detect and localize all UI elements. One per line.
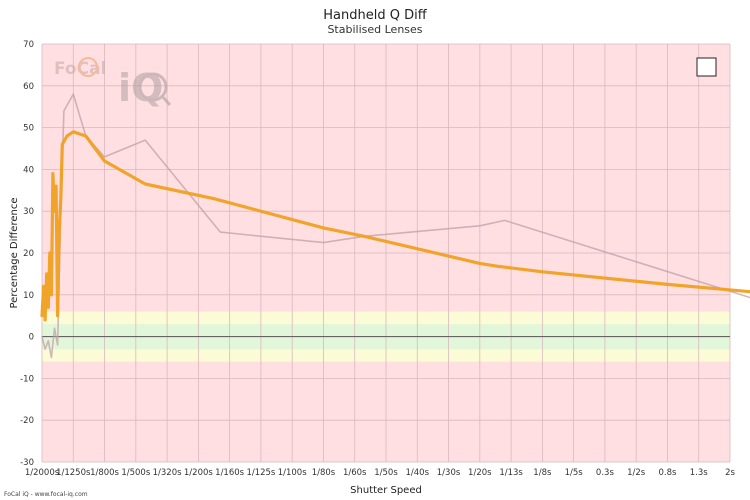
x-tick-label: 1/1250s bbox=[56, 468, 91, 478]
x-tick-label: 1/200s bbox=[184, 468, 213, 478]
y-tick-label: -10 bbox=[20, 374, 34, 384]
x-tick-label: 0.8s bbox=[658, 468, 677, 478]
x-tick-label: 2s bbox=[725, 468, 735, 478]
y-tick-label: 20 bbox=[23, 249, 34, 259]
x-tick-label: 1/2s bbox=[627, 468, 646, 478]
series-line-faint[interactable] bbox=[41, 93, 750, 359]
chart-title: Handheld Q Diff bbox=[323, 8, 427, 23]
x-tick-label: 1/40s bbox=[406, 468, 430, 478]
x-tick-label: 1/30s bbox=[437, 468, 461, 478]
x-tick-label: 1/800s bbox=[90, 468, 119, 478]
y-tick-label: 10 bbox=[23, 291, 34, 301]
focal-iq-logo: FoCal iQ bbox=[54, 57, 172, 110]
footer-credit: FoCal iQ - www.focal-iq.com bbox=[4, 491, 88, 498]
x-tick-label: 1/500s bbox=[121, 468, 150, 478]
x-tick-label: 1/320s bbox=[153, 468, 182, 478]
logo-focal-circle bbox=[78, 57, 98, 77]
x-tick-label: 1/2000s bbox=[25, 468, 60, 478]
magnifier-handle bbox=[160, 95, 172, 106]
x-tick-label: 1/5s bbox=[565, 468, 584, 478]
x-axis-label: Shutter Speed bbox=[350, 485, 422, 496]
y-tick-label: 30 bbox=[23, 207, 34, 217]
chart-subtitle: Stabilised Lenses bbox=[327, 23, 422, 36]
series-lines bbox=[40, 93, 750, 359]
y-tick-label: 0 bbox=[29, 333, 34, 343]
x-tick-label: 1/160s bbox=[215, 468, 244, 478]
series-line-highlighted[interactable] bbox=[40, 130, 750, 322]
x-tick-label: 1.3s bbox=[690, 468, 709, 478]
magnifier-icon bbox=[138, 72, 168, 102]
y-tick-label: -20 bbox=[20, 416, 34, 426]
y-tick-label: 60 bbox=[23, 82, 34, 92]
x-tick-label: 1/80s bbox=[312, 468, 336, 478]
legend-toggle-box[interactable] bbox=[696, 57, 717, 77]
y-axis-ticks: -30 -20 -10 0 10 20 30 40 50 60 70 bbox=[20, 40, 34, 468]
y-axis-label: Percentage Difference bbox=[9, 198, 20, 309]
x-tick-label: 1/100s bbox=[278, 468, 307, 478]
x-tick-label: 0.3s bbox=[596, 468, 615, 478]
x-tick-label: 1/60s bbox=[343, 468, 367, 478]
x-tick-label: 1/13s bbox=[499, 468, 523, 478]
x-tick-label: 1/20s bbox=[468, 468, 492, 478]
y-tick-label: -30 bbox=[20, 458, 34, 468]
x-tick-label: 1/8s bbox=[533, 468, 552, 478]
y-tick-label: 70 bbox=[23, 40, 34, 50]
y-tick-label: 50 bbox=[23, 124, 34, 134]
x-tick-label: 1/125s bbox=[246, 468, 275, 478]
y-tick-label: 40 bbox=[23, 165, 34, 175]
x-tick-label: 1/50s bbox=[374, 468, 398, 478]
